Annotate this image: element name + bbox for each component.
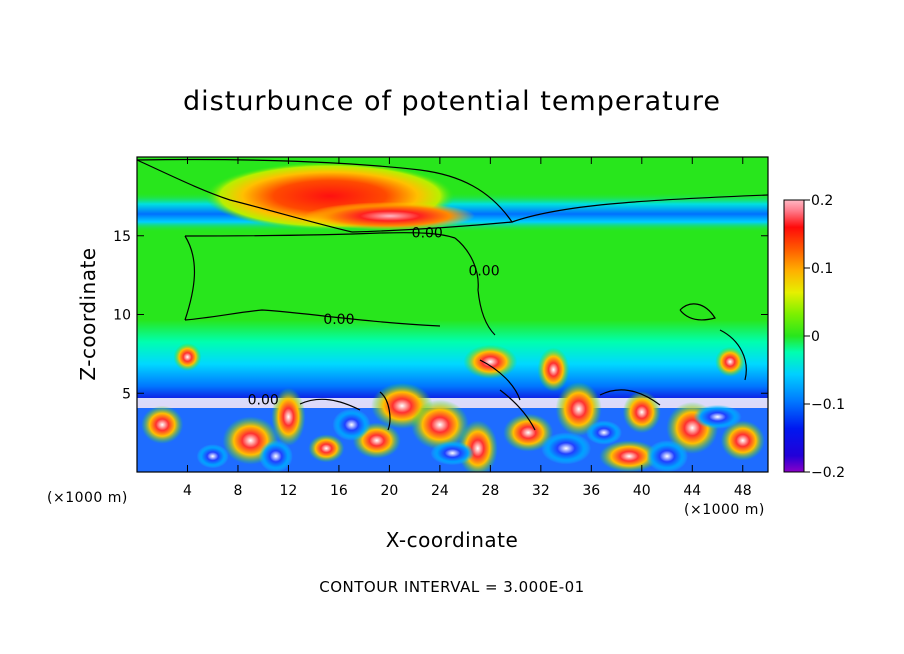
heatmap-field bbox=[137, 157, 768, 472]
x-unit-label-right: (×1000 m) bbox=[684, 502, 765, 518]
y-tick-label: 15 bbox=[113, 229, 131, 245]
x-tick-label: 4 bbox=[183, 483, 192, 499]
turbulent-blobs bbox=[141, 343, 765, 472]
colorbar-tick-label: 0.1 bbox=[811, 261, 833, 277]
contour-labels: 0.00 0.00 0.00 0.00 bbox=[248, 226, 500, 409]
x-tick-label: 24 bbox=[431, 483, 449, 499]
chart-title: disturbunce of potential temperature bbox=[183, 86, 721, 117]
contour-interval-note: CONTOUR INTERVAL = 3.000E-01 bbox=[319, 578, 585, 596]
x-tick-label: 28 bbox=[481, 483, 499, 499]
x-tick-label: 8 bbox=[233, 483, 242, 499]
colorbar: 0.2 0.1 0 −0.1 −0.2 bbox=[783, 193, 845, 481]
contour-label: 0.00 bbox=[248, 393, 279, 409]
colorbar-tick-label: −0.2 bbox=[811, 465, 845, 481]
y-tick-label: 10 bbox=[113, 308, 131, 324]
colorbar-tick-label: 0.2 bbox=[811, 193, 833, 209]
y-axis: 5 10 15 bbox=[113, 229, 768, 402]
x-tick-label: 20 bbox=[380, 483, 398, 499]
x-tick-label: 12 bbox=[280, 483, 298, 499]
x-tick-label: 16 bbox=[330, 483, 348, 499]
x-tick-label: 40 bbox=[633, 483, 651, 499]
x-tick-label: 44 bbox=[683, 483, 701, 499]
x-tick-label: 48 bbox=[734, 483, 752, 499]
x-axis: 4 8 12 16 20 24 28 32 36 40 44 48 bbox=[183, 157, 752, 499]
contour-label: 0.00 bbox=[468, 263, 499, 279]
x-unit-label-left: (×1000 m) bbox=[47, 490, 128, 506]
colorbar-tick-label: −0.1 bbox=[811, 397, 845, 413]
contour-label: 0.00 bbox=[412, 226, 443, 242]
contour-label: 0.00 bbox=[323, 312, 354, 328]
colorbar-tick-label: 0 bbox=[811, 329, 820, 345]
y-axis-label: Z-coordinate bbox=[76, 247, 100, 381]
x-tick-label: 36 bbox=[582, 483, 600, 499]
x-axis-label: X-coordinate bbox=[385, 528, 519, 552]
x-tick-label: 32 bbox=[532, 483, 550, 499]
y-tick-label: 5 bbox=[122, 386, 131, 402]
contour-lines bbox=[137, 158, 768, 431]
